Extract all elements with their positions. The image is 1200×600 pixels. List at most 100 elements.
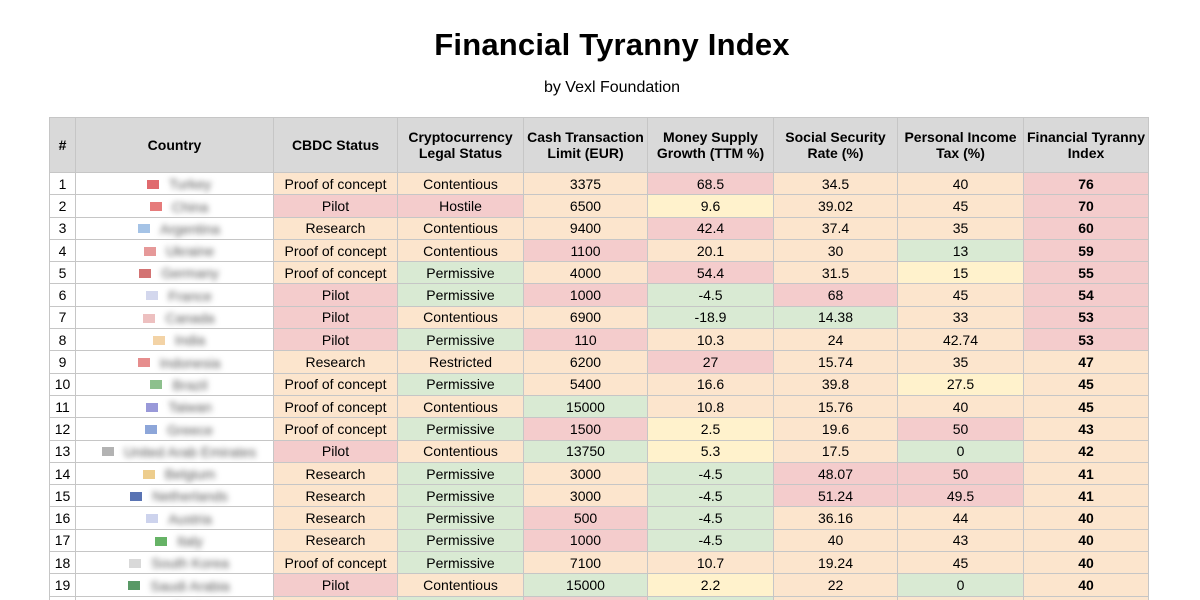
cash-limit-cell[interactable]: 1000 [523,283,648,307]
country-cell[interactable]: France [75,283,274,307]
index-score-cell[interactable]: 41 [1023,484,1149,508]
crypto-status-cell[interactable]: Contentious [397,171,524,196]
cash-limit-cell[interactable]: 110 [523,328,648,352]
row-number-cell[interactable]: 20 [49,595,76,600]
country-cell[interactable]: South Korea [75,551,274,575]
crypto-status-cell[interactable]: Contentious [397,238,524,263]
social-security-cell[interactable]: 48.07 [773,461,898,486]
crypto-status-cell[interactable]: Restricted [397,350,524,374]
row-number-cell[interactable]: 1 [49,171,76,196]
col-header-social-security[interactable]: Social Security Rate (%) [773,117,898,173]
index-score-cell[interactable]: 53 [1023,328,1149,352]
index-score-cell[interactable]: 59 [1023,238,1149,263]
index-score-cell[interactable]: 55 [1023,261,1149,285]
crypto-status-cell[interactable]: Permissive [397,595,524,600]
row-number-cell[interactable]: 11 [49,394,76,419]
money-supply-cell[interactable]: 2.2 [647,573,774,597]
cash-limit-cell[interactable]: 1000 [523,595,648,600]
index-score-cell[interactable]: 76 [1023,171,1149,196]
income-tax-cell[interactable]: 50 [897,461,1024,486]
crypto-status-cell[interactable]: Permissive [397,261,524,285]
cash-limit-cell[interactable]: 13750 [523,439,648,463]
money-supply-cell[interactable]: -4.5 [647,528,774,553]
income-tax-cell[interactable]: 0 [897,439,1024,463]
money-supply-cell[interactable]: -4.5 [647,283,774,307]
cash-limit-cell[interactable]: 1100 [523,238,648,263]
social-security-cell[interactable]: 24 [773,328,898,352]
crypto-status-cell[interactable]: Permissive [397,551,524,575]
cbdc-status-cell[interactable]: Proof of concept [273,261,398,285]
income-tax-cell[interactable]: 35 [897,350,1024,374]
cash-limit-cell[interactable]: 500 [523,506,648,530]
index-score-cell[interactable]: 41 [1023,461,1149,486]
income-tax-cell[interactable]: 43 [897,528,1024,553]
crypto-status-cell[interactable]: Contentious [397,573,524,597]
index-score-cell[interactable]: 47 [1023,350,1149,374]
country-cell[interactable]: United Arab Emirates [75,439,274,463]
social-security-cell[interactable]: 14.38 [773,305,898,330]
row-number-cell[interactable]: 5 [49,261,76,285]
country-cell[interactable]: Ukraine [75,238,274,263]
cbdc-status-cell[interactable]: Pilot [273,283,398,307]
cbdc-status-cell[interactable]: Pilot [273,305,398,330]
money-supply-cell[interactable]: 16.6 [647,372,774,396]
social-security-cell[interactable]: 39.02 [773,194,898,218]
crypto-status-cell[interactable]: Permissive [397,417,524,441]
income-tax-cell[interactable]: 13 [897,238,1024,263]
social-security-cell[interactable]: 37.4 [773,216,898,240]
money-supply-cell[interactable]: 10.3 [647,328,774,352]
money-supply-cell[interactable]: 42.4 [647,216,774,240]
country-cell[interactable]: Spain [75,595,274,600]
income-tax-cell[interactable]: 27.5 [897,372,1024,396]
money-supply-cell[interactable]: 10.8 [647,394,774,419]
cash-limit-cell[interactable]: 6500 [523,194,648,218]
cash-limit-cell[interactable]: 5400 [523,372,648,396]
social-security-cell[interactable]: 15.76 [773,394,898,419]
index-score-cell[interactable]: 40 [1023,573,1149,597]
country-cell[interactable]: Greece [75,417,274,441]
index-score-cell[interactable]: 40 [1023,551,1149,575]
col-header-country[interactable]: Country [75,117,274,173]
col-header-index-score[interactable]: Financial Tyranny Index [1023,117,1149,173]
index-score-cell[interactable]: 54 [1023,283,1149,307]
country-cell[interactable]: Netherlands [75,484,274,508]
money-supply-cell[interactable]: 2.5 [647,417,774,441]
row-number-cell[interactable]: 18 [49,551,76,575]
income-tax-cell[interactable]: 40 [897,394,1024,419]
row-number-cell[interactable]: 16 [49,506,76,530]
country-cell[interactable]: Argentina [75,216,274,240]
social-security-cell[interactable]: 39.8 [773,372,898,396]
social-security-cell[interactable]: 40 [773,528,898,553]
crypto-status-cell[interactable]: Permissive [397,328,524,352]
cbdc-status-cell[interactable]: Research [273,506,398,530]
income-tax-cell[interactable]: 15 [897,261,1024,285]
col-header-income-tax[interactable]: Personal Income Tax (%) [897,117,1024,173]
cash-limit-cell[interactable]: 3000 [523,461,648,486]
social-security-cell[interactable]: 68 [773,283,898,307]
cbdc-status-cell[interactable]: Proof of concept [273,417,398,441]
index-score-cell[interactable]: 40 [1023,528,1149,553]
row-number-cell[interactable]: 17 [49,528,76,553]
row-number-cell[interactable]: 3 [49,216,76,240]
money-supply-cell[interactable]: -4.5 [647,506,774,530]
money-supply-cell[interactable]: -4.5 [647,484,774,508]
cash-limit-cell[interactable]: 7100 [523,551,648,575]
index-score-cell[interactable]: 40 [1023,506,1149,530]
cbdc-status-cell[interactable]: Research [273,461,398,486]
social-security-cell[interactable]: 30 [773,238,898,263]
row-number-cell[interactable]: 4 [49,238,76,263]
money-supply-cell[interactable]: -18.9 [647,305,774,330]
index-score-cell[interactable]: 43 [1023,417,1149,441]
row-number-cell[interactable]: 2 [49,194,76,218]
cbdc-status-cell[interactable]: Research [273,350,398,374]
col-header-index[interactable]: # [49,117,76,173]
cash-limit-cell[interactable]: 3000 [523,484,648,508]
country-cell[interactable]: China [75,194,274,218]
cbdc-status-cell[interactable]: Pilot [273,573,398,597]
income-tax-cell[interactable]: 50 [897,417,1024,441]
row-number-cell[interactable]: 12 [49,417,76,441]
crypto-status-cell[interactable]: Permissive [397,528,524,553]
col-header-crypto[interactable]: Cryptocurrency Legal Status [397,117,524,173]
social-security-cell[interactable]: 31.5 [773,261,898,285]
cash-limit-cell[interactable]: 15000 [523,573,648,597]
